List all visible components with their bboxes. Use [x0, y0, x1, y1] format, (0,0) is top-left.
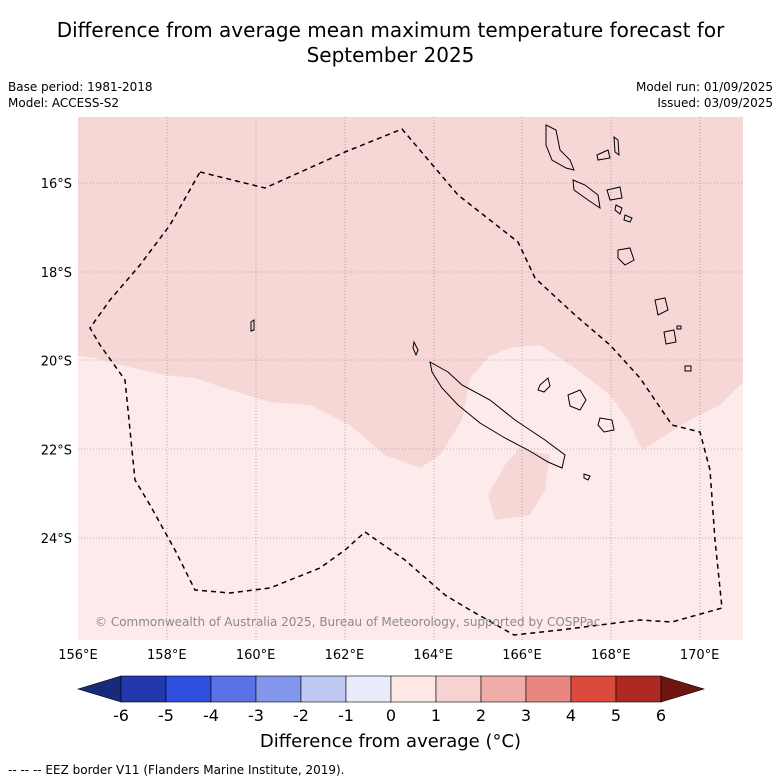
- colorbar-tick-label: -5: [158, 706, 174, 725]
- lon-tick-label: 162°E: [325, 648, 365, 663]
- colorbar-segment: [615, 675, 662, 703]
- colorbar-tick-label: 5: [611, 706, 621, 725]
- meta-left: Base period: 1981-2018 Model: ACCESS-S2: [8, 79, 153, 111]
- lon-tick-label: 158°E: [147, 648, 187, 663]
- colorbar-segment: [345, 675, 392, 703]
- colorbar-segment: [480, 675, 527, 703]
- base-period: Base period: 1981-2018: [8, 80, 153, 94]
- colorbar-segment: [120, 675, 167, 703]
- lat-tick-label: 22°S: [41, 443, 72, 458]
- vanuatu-islands: [545, 124, 692, 372]
- longitude-tick-labels: 156°E 158°E 160°E 162°E 164°E 166°E 168°E 170°E: [58, 648, 719, 663]
- colorbar-extend-low: [76, 675, 122, 703]
- colorbar-tick-label: -6: [113, 706, 129, 725]
- anomaly-patch-south: [488, 448, 550, 520]
- model-run: Model run: 01/09/2025: [635, 80, 773, 94]
- colorbar-extend-high: [660, 675, 706, 703]
- colorbar-tick-label: 3: [521, 706, 531, 725]
- colorbar-tick-label: -2: [293, 706, 309, 725]
- colorbar-tick-labels: -6 -5 -4 -3 -2 -1 0 1 2 3 4 5 6: [113, 706, 666, 725]
- title-line-1: Difference from average mean maximum tem…: [56, 18, 725, 42]
- lon-tick-label: 160°E: [236, 648, 276, 663]
- colorbar-tick-label: 6: [656, 706, 666, 725]
- chesterfield-islet: [250, 319, 255, 332]
- colorbar-tick-label: 0: [386, 706, 396, 725]
- lat-tick-label: 24°S: [41, 532, 72, 547]
- title-line-2: September 2025: [306, 43, 475, 67]
- colorbar-tick-label: 2: [476, 706, 486, 725]
- colorbar-tick-label: -4: [203, 706, 219, 725]
- colorbar-segment: [435, 675, 482, 703]
- chart-title: Difference from average mean maximum tem…: [0, 18, 781, 68]
- colorbar-segment: [210, 675, 257, 703]
- colorbar-segment: [570, 675, 617, 703]
- ouvea-island: [537, 377, 551, 393]
- colorbar-segment: [390, 675, 437, 703]
- colorbar-tick-label: 1: [431, 706, 441, 725]
- issued-date: Issued: 03/09/2025: [657, 96, 773, 110]
- colorbar-segment: [165, 675, 212, 703]
- colorbar-tick-label: -3: [248, 706, 264, 725]
- anomaly-region-1-2: [78, 117, 743, 468]
- lon-tick-label: 168°E: [591, 648, 631, 663]
- colorbar-tick-label: -1: [338, 706, 354, 725]
- lon-tick-label: 164°E: [413, 648, 453, 663]
- lat-tick-label: 18°S: [41, 266, 72, 281]
- copyright-text: © Commonwealth of Australia 2025, Bureau…: [95, 615, 600, 629]
- eez-border: [89, 128, 723, 636]
- lon-tick-label: 166°E: [502, 648, 542, 663]
- footer-note: -- -- -- EEZ border V11 (Flanders Marine…: [8, 763, 345, 777]
- lon-tick-label: 170°E: [680, 648, 720, 663]
- colorbar-tick-label: 4: [566, 706, 576, 725]
- lat-tick-label: 20°S: [41, 355, 72, 370]
- isle-of-pines: [583, 473, 591, 481]
- new-caledonia-island: [429, 361, 566, 469]
- colorbar: [76, 675, 706, 703]
- meta-right: Model run: 01/09/2025 Issued: 03/09/2025: [636, 79, 773, 111]
- colorbar-segment: [525, 675, 572, 703]
- colorbar-title: Difference from average (°C): [259, 731, 522, 752]
- mare-island: [597, 417, 615, 433]
- colorbar-segment: [255, 675, 302, 703]
- latitude-tick-labels: 16°S 18°S 20°S 22°S 24°S: [41, 177, 72, 547]
- colorbar-segment: [300, 675, 347, 703]
- lon-tick-label: 156°E: [58, 648, 98, 663]
- gridlines: [78, 117, 743, 640]
- lat-tick-label: 16°S: [41, 177, 72, 192]
- lifou-island: [567, 389, 587, 411]
- model-name: Model: ACCESS-S2: [8, 96, 120, 110]
- belep-islands: [412, 340, 419, 357]
